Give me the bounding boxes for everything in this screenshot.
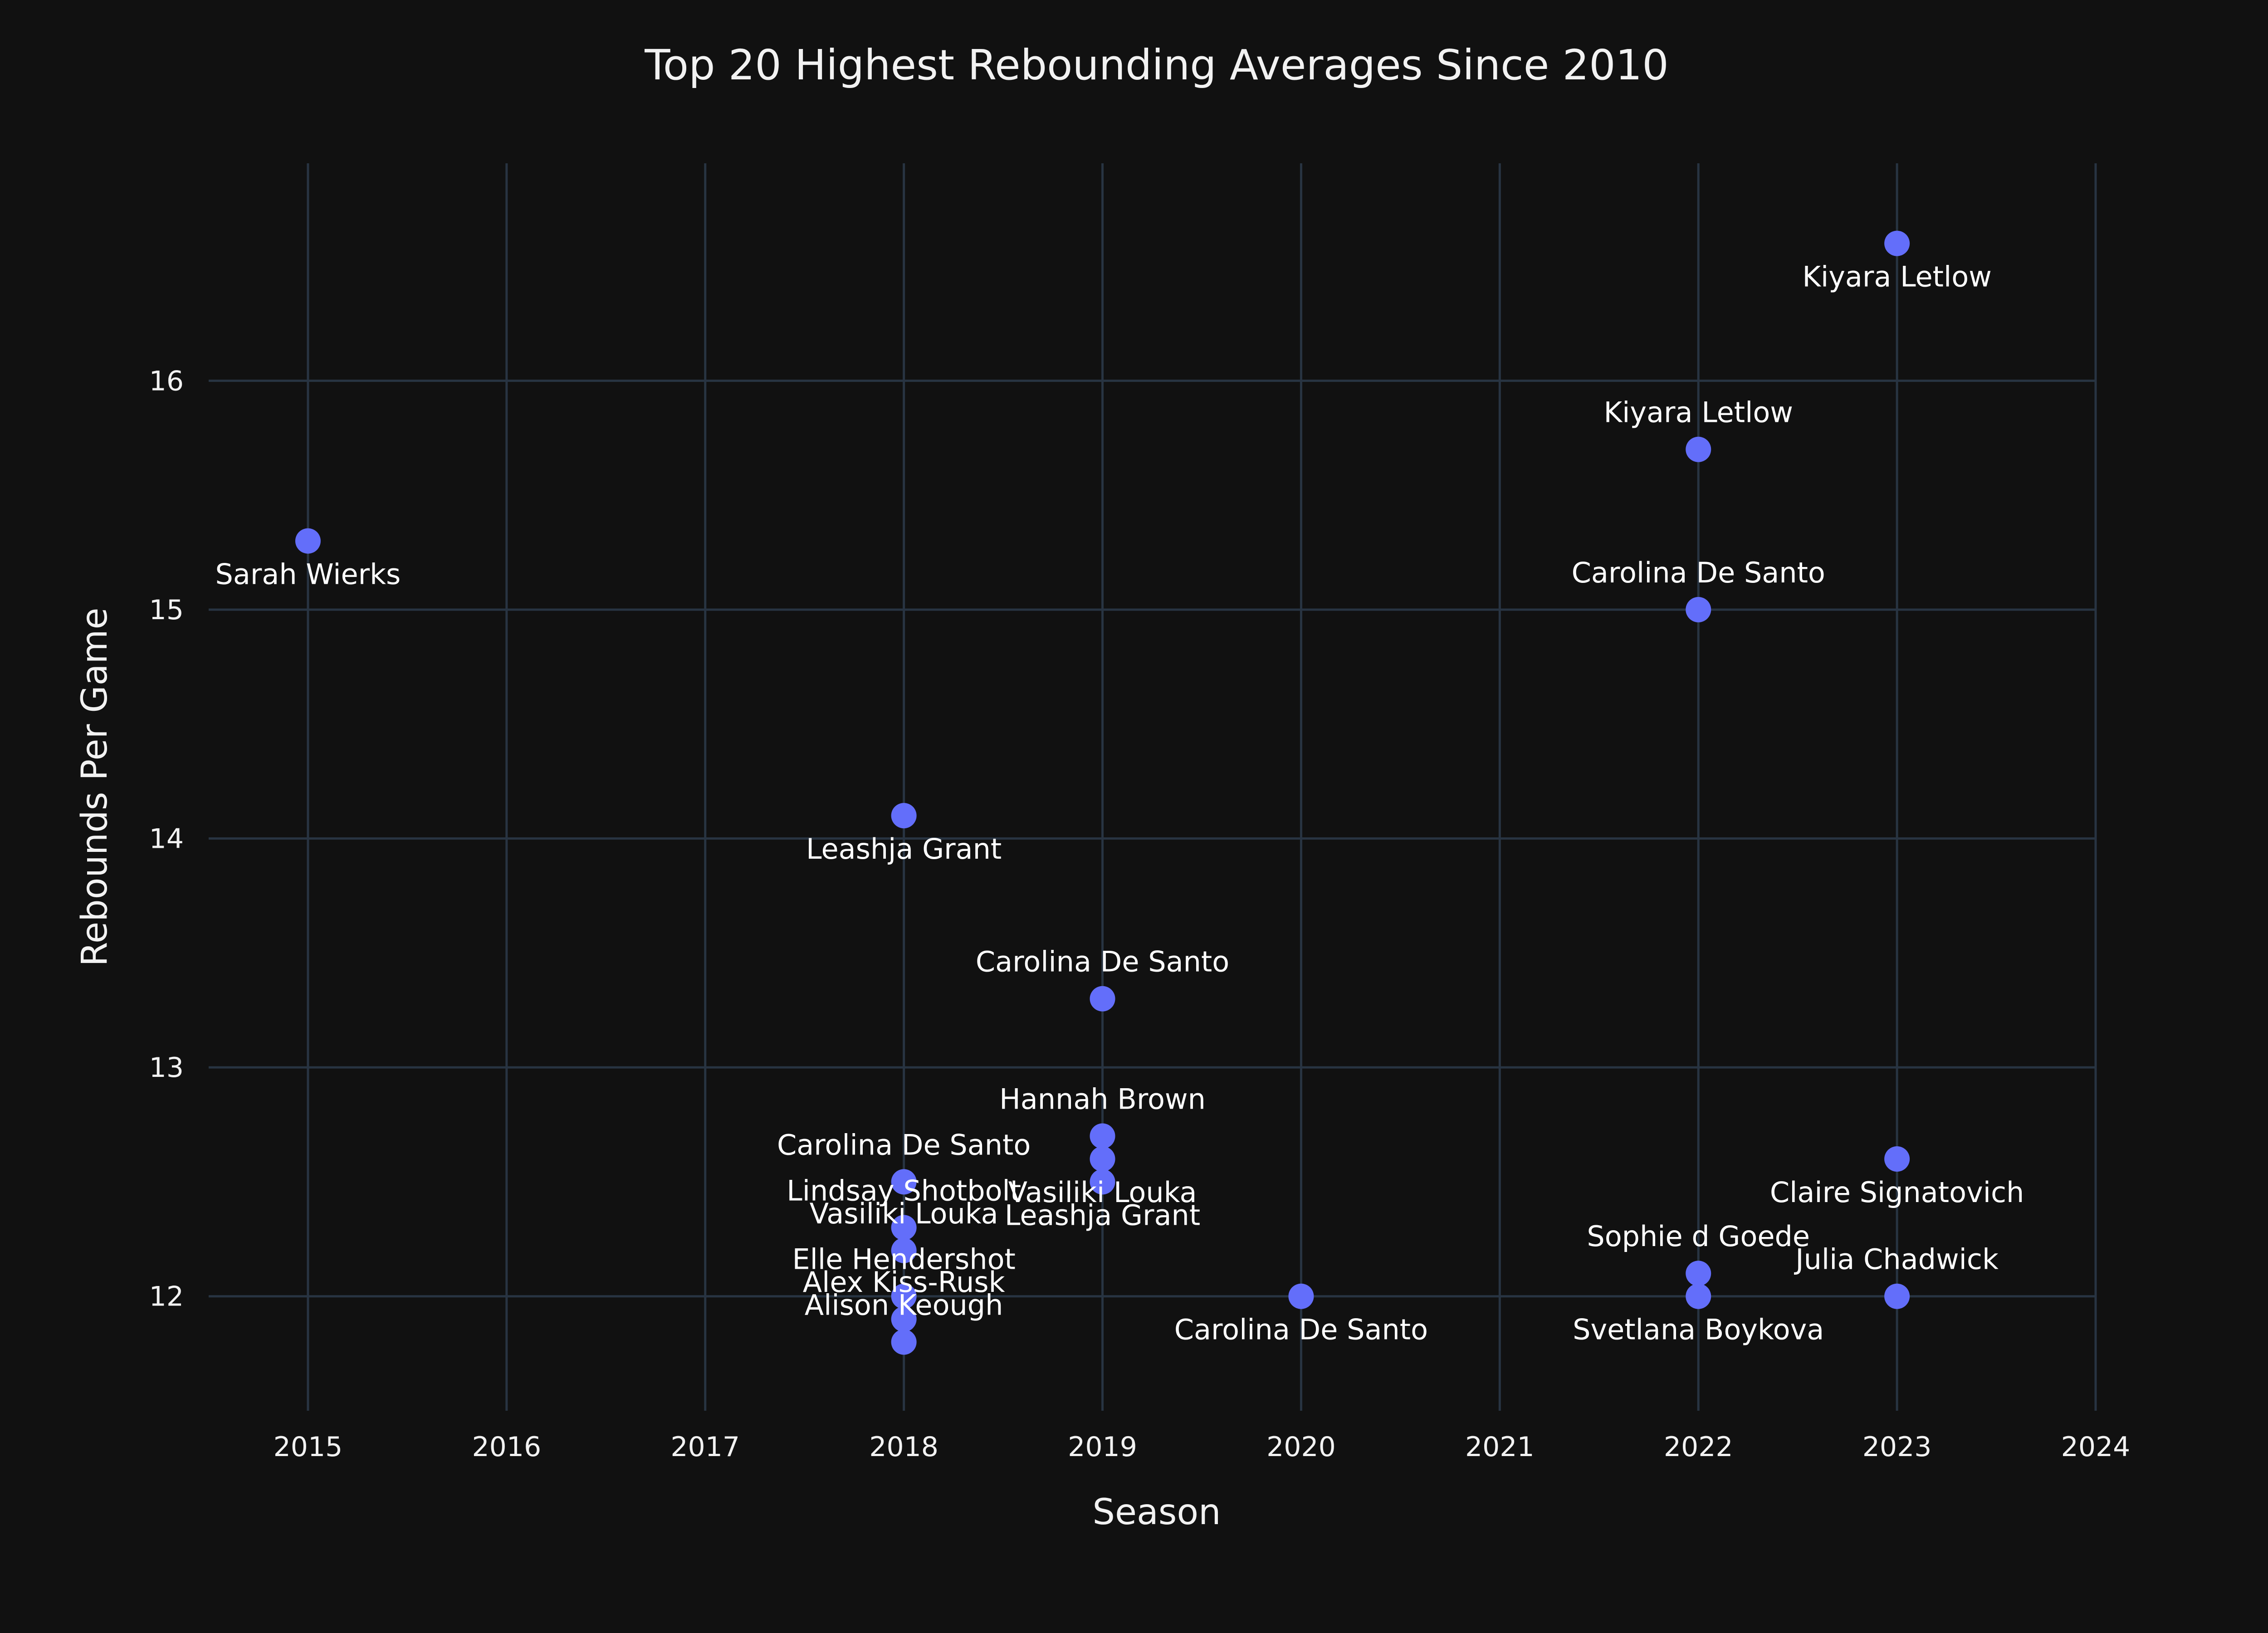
gridlines: [209, 163, 2097, 1411]
data-point: [891, 1283, 917, 1309]
data-point: [891, 1306, 917, 1332]
data-point-label: Svetlana Boykova: [1573, 1313, 1824, 1346]
data-point-label: Vasiliki Louka: [810, 1197, 998, 1230]
data-point: [1090, 1169, 1115, 1195]
data-point-label: Lindsay Shotbolt: [787, 1174, 1021, 1207]
x-tick-label: 2018: [869, 1431, 938, 1463]
data-point: [891, 803, 917, 829]
x-tick-label: 2023: [1862, 1431, 1932, 1463]
x-tick-label: 2020: [1266, 1431, 1336, 1463]
data-point: [1090, 1146, 1115, 1172]
x-tick-label: 2021: [1465, 1431, 1535, 1463]
data-point-label: Hannah Brown: [999, 1082, 1206, 1115]
data-point-label: Sarah Wierks: [215, 558, 401, 591]
y-tick-label: 14: [149, 823, 184, 855]
x-axis-title: Season: [1092, 1492, 1221, 1533]
x-tick-label: 2017: [670, 1431, 740, 1463]
data-point: [1884, 1146, 1910, 1172]
data-point: [1686, 1283, 1711, 1309]
data-point-label: Sophie d Goede: [1587, 1220, 1810, 1253]
data-point-label: Elle Hendershot: [792, 1243, 1015, 1276]
data-point-label: Julia Chadwick: [1794, 1243, 1999, 1276]
x-tick-label: 2016: [472, 1431, 541, 1463]
data-point-label: Carolina De Santo: [777, 1128, 1031, 1161]
data-points: [295, 230, 1910, 1355]
x-tick-label: 2015: [274, 1431, 343, 1463]
data-point-label: Alex Kiss-Rusk: [803, 1266, 1005, 1299]
data-point: [1884, 230, 1910, 256]
data-point: [891, 1237, 917, 1263]
chart-title: Top 20 Highest Rebounding Averages Since…: [644, 41, 1669, 89]
y-tick-label: 13: [149, 1052, 184, 1084]
data-point: [1884, 1283, 1910, 1309]
x-tick-label: 2022: [1664, 1431, 1733, 1463]
data-point: [1090, 986, 1115, 1012]
y-axis-title: Rebounds Per Game: [74, 607, 115, 966]
data-point-label: Kiyara Letlow: [1603, 396, 1793, 429]
y-tick-label: 15: [149, 594, 184, 626]
data-point-label: Alison Keough: [805, 1289, 1003, 1322]
tick-labels: 2015 2016 2017 2018 2019 2020 2021 2022 2023 2024…: [149, 365, 2131, 1463]
data-point: [1686, 436, 1711, 462]
data-point: [891, 1329, 917, 1355]
data-point-label: Kiyara Letlow: [1802, 260, 1992, 293]
data-point-label: Leashja Grant: [1005, 1198, 1200, 1232]
data-point-label: Vasiliki Louka: [1008, 1176, 1197, 1209]
data-point-label: Claire Signatovich: [1770, 1176, 2024, 1209]
x-tick-label: 2019: [1068, 1431, 1137, 1463]
data-point: [295, 528, 321, 554]
data-point: [891, 1169, 917, 1195]
data-point: [1090, 1123, 1115, 1149]
data-point-label: Leashja Grant: [806, 832, 1002, 865]
data-point: [1686, 1261, 1711, 1286]
x-tick-label: 2024: [2061, 1431, 2131, 1463]
data-point: [1686, 596, 1711, 622]
data-point-label: Carolina De Santo: [976, 945, 1229, 978]
data-point: [1288, 1283, 1314, 1309]
data-point-label: Carolina De Santo: [1174, 1313, 1428, 1346]
data-point-label: Carolina De Santo: [1572, 556, 1825, 589]
y-tick-label: 12: [149, 1281, 184, 1313]
data-point: [891, 1215, 917, 1241]
y-tick-label: 16: [149, 365, 184, 397]
point-labels: Kiyara Letlow Kiyara Letlow Sarah Wierks Ca…: [215, 260, 2024, 1346]
